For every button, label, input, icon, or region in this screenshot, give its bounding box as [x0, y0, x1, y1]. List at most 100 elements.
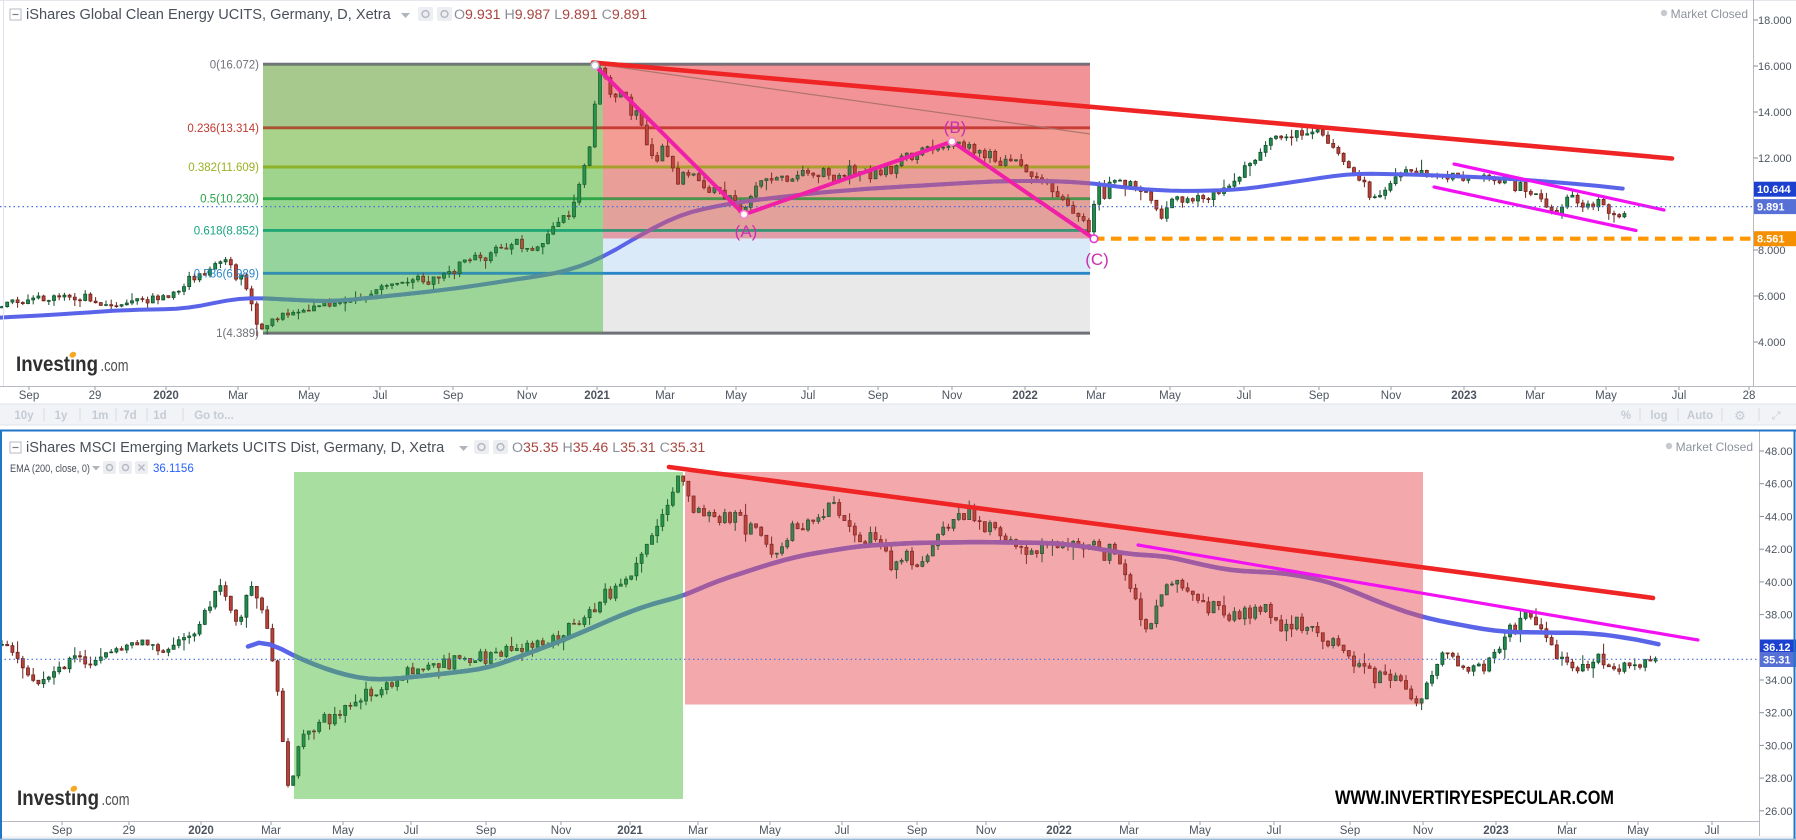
svg-text:38.00: 38.00: [1765, 610, 1793, 622]
svg-text:May: May: [1627, 825, 1649, 837]
svg-text:Sep: Sep: [52, 825, 72, 837]
svg-text:.com: .com: [102, 791, 130, 809]
svg-text:2020: 2020: [188, 825, 214, 837]
svg-text:.com: .com: [101, 357, 129, 375]
svg-text:Nov: Nov: [1381, 390, 1402, 402]
svg-text:May: May: [1189, 825, 1211, 837]
svg-text:6.000: 6.000: [1758, 291, 1786, 303]
svg-text:7d: 7d: [123, 410, 136, 422]
svg-text:0.382(11.609): 0.382(11.609): [188, 162, 259, 174]
svg-text:2020: 2020: [153, 390, 179, 402]
svg-text:0.5(10.230): 0.5(10.230): [200, 194, 259, 206]
svg-text:46.00: 46.00: [1765, 479, 1793, 491]
svg-text:14.000: 14.000: [1758, 107, 1792, 119]
svg-text:Go to...: Go to...: [194, 410, 234, 422]
svg-text:42.00: 42.00: [1765, 544, 1793, 556]
svg-text:36.1156: 36.1156: [153, 463, 194, 475]
svg-text:1d: 1d: [153, 410, 166, 422]
svg-text:Nov: Nov: [976, 825, 997, 837]
svg-text:Mar: Mar: [688, 825, 708, 837]
svg-text:May: May: [1159, 390, 1181, 402]
svg-text:Jul: Jul: [1237, 390, 1252, 402]
svg-text:8.561: 8.561: [1757, 234, 1785, 246]
svg-text:Nov: Nov: [1413, 825, 1434, 837]
svg-text:Mar: Mar: [228, 390, 248, 402]
svg-text:2023: 2023: [1483, 825, 1509, 837]
svg-text:0.618(8.852): 0.618(8.852): [194, 225, 259, 237]
svg-text:2022: 2022: [1046, 825, 1072, 837]
svg-text:32.00: 32.00: [1765, 708, 1793, 720]
svg-text:Nov: Nov: [551, 825, 572, 837]
svg-text:0.236(13.314): 0.236(13.314): [187, 123, 259, 135]
svg-text:8.000: 8.000: [1758, 245, 1786, 257]
svg-text:Mar: Mar: [1086, 390, 1106, 402]
svg-text:(A): (A): [735, 222, 758, 241]
svg-text:Jul: Jul: [404, 825, 419, 837]
svg-text:(B): (B): [944, 118, 967, 137]
svg-text:Sep: Sep: [443, 390, 463, 402]
svg-text:1(4.389): 1(4.389): [216, 328, 259, 340]
svg-text:2021: 2021: [617, 825, 643, 837]
svg-text:Nov: Nov: [942, 390, 963, 402]
svg-text:28: 28: [1743, 390, 1756, 402]
svg-text:iShares MSCI Emerging Markets: iShares MSCI Emerging Markets UCITS Dist…: [26, 440, 445, 456]
svg-text:(C): (C): [1085, 250, 1109, 269]
svg-text:May: May: [725, 390, 747, 402]
svg-text:Sep: Sep: [1340, 825, 1360, 837]
svg-text:Investıng: Investıng: [16, 352, 98, 376]
svg-text:4.000: 4.000: [1758, 337, 1786, 349]
svg-text:Jul: Jul: [835, 825, 850, 837]
svg-text:18.000: 18.000: [1758, 15, 1792, 27]
svg-text:16.000: 16.000: [1758, 61, 1792, 73]
svg-text:26.00: 26.00: [1765, 806, 1793, 818]
svg-text:Mar: Mar: [655, 390, 675, 402]
svg-text:30.00: 30.00: [1765, 740, 1793, 752]
svg-text:O35.35 H35.46 L35.31 C35.31: O35.35 H35.46 L35.31 C35.31: [512, 440, 705, 456]
svg-text:Sep: Sep: [476, 825, 496, 837]
svg-text:Mar: Mar: [261, 825, 281, 837]
svg-text:O9.931 H9.987 L9.891 C9.891: O9.931 H9.987 L9.891 C9.891: [454, 7, 647, 23]
svg-text:May: May: [1595, 390, 1617, 402]
svg-text:0.786(6.989): 0.786(6.989): [194, 268, 259, 280]
svg-text:1y: 1y: [55, 410, 68, 422]
svg-text:May: May: [759, 825, 781, 837]
svg-text:44.00: 44.00: [1765, 512, 1793, 524]
svg-text:Mar: Mar: [1525, 390, 1545, 402]
svg-text:WWW.INVERTIRYESPECULAR.COM: WWW.INVERTIRYESPECULAR.COM: [1335, 788, 1614, 809]
svg-text:36.12: 36.12: [1763, 642, 1791, 654]
svg-text:9.891: 9.891: [1757, 202, 1785, 214]
svg-text:40.00: 40.00: [1765, 577, 1793, 589]
svg-text:2023: 2023: [1451, 390, 1477, 402]
svg-text:35.31: 35.31: [1763, 655, 1791, 667]
svg-text:2021: 2021: [584, 390, 610, 402]
svg-text:Auto: Auto: [1687, 410, 1713, 422]
svg-text:Nov: Nov: [517, 390, 538, 402]
svg-text:May: May: [332, 825, 354, 837]
svg-text:Investıng: Investıng: [17, 786, 99, 810]
svg-text:%: %: [1621, 410, 1631, 422]
svg-text:Sep: Sep: [19, 390, 39, 402]
svg-text:34.00: 34.00: [1765, 675, 1793, 687]
svg-text:2022: 2022: [1012, 390, 1038, 402]
svg-text:10.644: 10.644: [1757, 184, 1792, 196]
svg-text:29: 29: [89, 390, 102, 402]
svg-text:Market Closed: Market Closed: [1676, 440, 1753, 454]
svg-text:⚙: ⚙: [1734, 408, 1746, 423]
svg-text:Sep: Sep: [907, 825, 927, 837]
svg-text:log: log: [1650, 410, 1667, 422]
svg-text:iShares Global Clean Energy UC: iShares Global Clean Energy UCITS, Germa…: [26, 7, 392, 23]
svg-text:Mar: Mar: [1119, 825, 1139, 837]
svg-text:28.00: 28.00: [1765, 773, 1793, 785]
svg-text:29: 29: [123, 825, 136, 837]
svg-text:Jul: Jul: [1672, 390, 1687, 402]
svg-text:May: May: [298, 390, 320, 402]
svg-text:0(16.072): 0(16.072): [210, 59, 259, 71]
svg-text:Jul: Jul: [1705, 825, 1720, 837]
svg-text:48.00: 48.00: [1765, 446, 1793, 458]
svg-text:12.000: 12.000: [1758, 153, 1792, 165]
svg-text:EMA (200, close, 0): EMA (200, close, 0): [10, 463, 90, 475]
svg-text:Sep: Sep: [1309, 390, 1329, 402]
svg-text:Jul: Jul: [1267, 825, 1282, 837]
svg-text:1m: 1m: [92, 410, 109, 422]
svg-text:10y: 10y: [14, 410, 34, 422]
